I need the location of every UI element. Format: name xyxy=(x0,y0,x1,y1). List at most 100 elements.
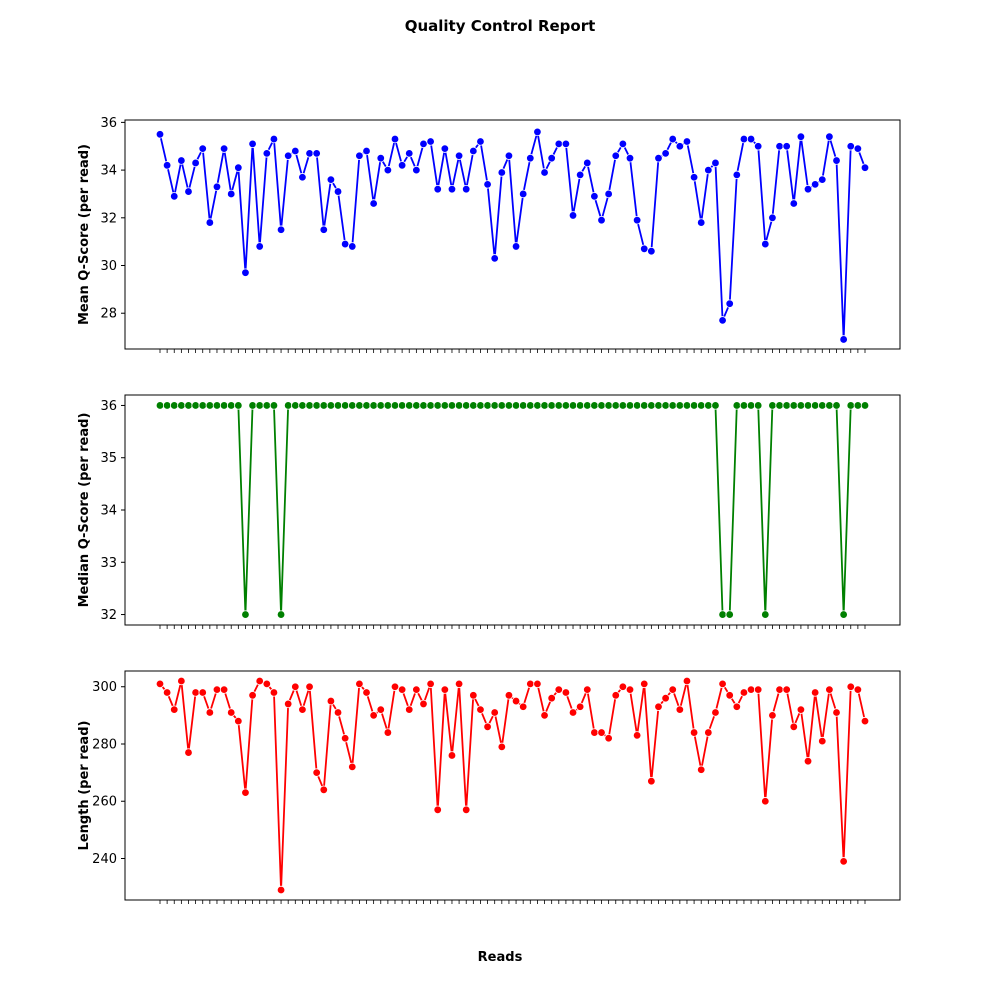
data-point xyxy=(739,134,749,144)
data-point xyxy=(846,401,855,410)
data-point xyxy=(426,137,435,146)
data-point xyxy=(511,401,521,410)
data-point xyxy=(746,134,756,144)
data-point xyxy=(447,751,457,760)
data-point xyxy=(362,401,371,410)
data-point xyxy=(810,401,820,410)
data-point xyxy=(362,146,371,156)
data-point xyxy=(227,401,236,410)
data-point xyxy=(440,401,450,410)
data-point xyxy=(746,685,756,694)
data-point xyxy=(412,401,421,410)
data-point xyxy=(291,146,300,156)
data-point xyxy=(426,679,435,689)
data-point xyxy=(205,218,215,227)
data-point xyxy=(675,401,685,410)
data-point xyxy=(212,685,222,694)
data-point xyxy=(668,401,677,410)
data-point xyxy=(333,401,343,410)
y-tick-label: 28 xyxy=(100,307,117,322)
data-point xyxy=(597,215,606,225)
data-point xyxy=(796,401,806,410)
data-point xyxy=(860,716,870,726)
data-point xyxy=(155,401,165,410)
data-point xyxy=(419,699,428,709)
data-point xyxy=(632,401,642,410)
data-point xyxy=(234,716,243,726)
data-point xyxy=(568,211,578,220)
data-point xyxy=(590,192,599,201)
data-point xyxy=(739,401,749,410)
data-point xyxy=(390,134,400,144)
data-point xyxy=(718,316,727,325)
data-point xyxy=(319,785,328,794)
data-point xyxy=(689,401,699,410)
data-point xyxy=(775,142,784,151)
data-point xyxy=(782,142,791,151)
data-point xyxy=(647,777,656,786)
data-point xyxy=(810,688,820,697)
y-axis-label: Length (per read) xyxy=(77,721,92,851)
series-line xyxy=(159,131,866,341)
y-axis-label: Median Q-Score (per read) xyxy=(77,413,92,608)
data-point xyxy=(340,239,350,249)
data-point xyxy=(547,401,556,410)
data-point xyxy=(219,685,229,694)
data-point xyxy=(561,688,571,697)
data-point xyxy=(504,151,514,160)
data-point xyxy=(497,168,507,177)
data-point xyxy=(540,401,549,410)
data-point xyxy=(276,885,286,895)
data-point xyxy=(632,731,642,740)
data-point xyxy=(611,691,620,700)
data-point xyxy=(462,805,471,815)
subplot-2: 32 33 34 35 36 Median Q-Score (per read) xyxy=(77,394,901,629)
data-point xyxy=(654,702,663,711)
data-point xyxy=(419,401,428,410)
data-point xyxy=(711,708,720,717)
data-point xyxy=(298,401,307,410)
data-point xyxy=(753,685,763,694)
data-point xyxy=(476,401,485,410)
data-point xyxy=(355,151,364,160)
data-point xyxy=(241,788,250,797)
data-point xyxy=(440,144,450,153)
data-point xyxy=(376,153,385,163)
data-point xyxy=(326,175,336,184)
subplot-1: 28 30 32 34 36 Mean Q-Score (per read) xyxy=(77,116,901,353)
data-point xyxy=(212,182,222,191)
data-point xyxy=(291,682,300,691)
data-point xyxy=(682,676,692,686)
data-point xyxy=(511,696,521,706)
data-point xyxy=(661,401,670,410)
data-point xyxy=(625,401,635,410)
data-point xyxy=(832,401,841,410)
data-point xyxy=(689,728,699,737)
data-point xyxy=(262,149,272,158)
data-point xyxy=(184,748,193,757)
data-point xyxy=(219,401,229,410)
data-point xyxy=(369,401,378,410)
data-point xyxy=(561,139,571,149)
data-point xyxy=(170,705,179,714)
data-point xyxy=(818,736,827,746)
data-point xyxy=(832,156,841,165)
data-point xyxy=(753,142,763,151)
y-tick-label: 280 xyxy=(92,737,117,752)
data-point xyxy=(568,401,578,410)
data-point xyxy=(255,242,264,251)
data-point xyxy=(248,401,257,410)
data-point xyxy=(547,693,556,703)
data-point xyxy=(312,401,321,410)
data-point xyxy=(177,676,186,686)
data-point xyxy=(654,153,663,163)
data-point xyxy=(497,401,507,410)
data-point xyxy=(483,722,492,732)
data-point xyxy=(775,685,784,694)
data-point xyxy=(725,691,734,700)
data-point xyxy=(355,401,364,410)
data-point xyxy=(212,401,222,410)
data-point xyxy=(554,139,563,149)
y-tick-label: 300 xyxy=(92,680,117,695)
